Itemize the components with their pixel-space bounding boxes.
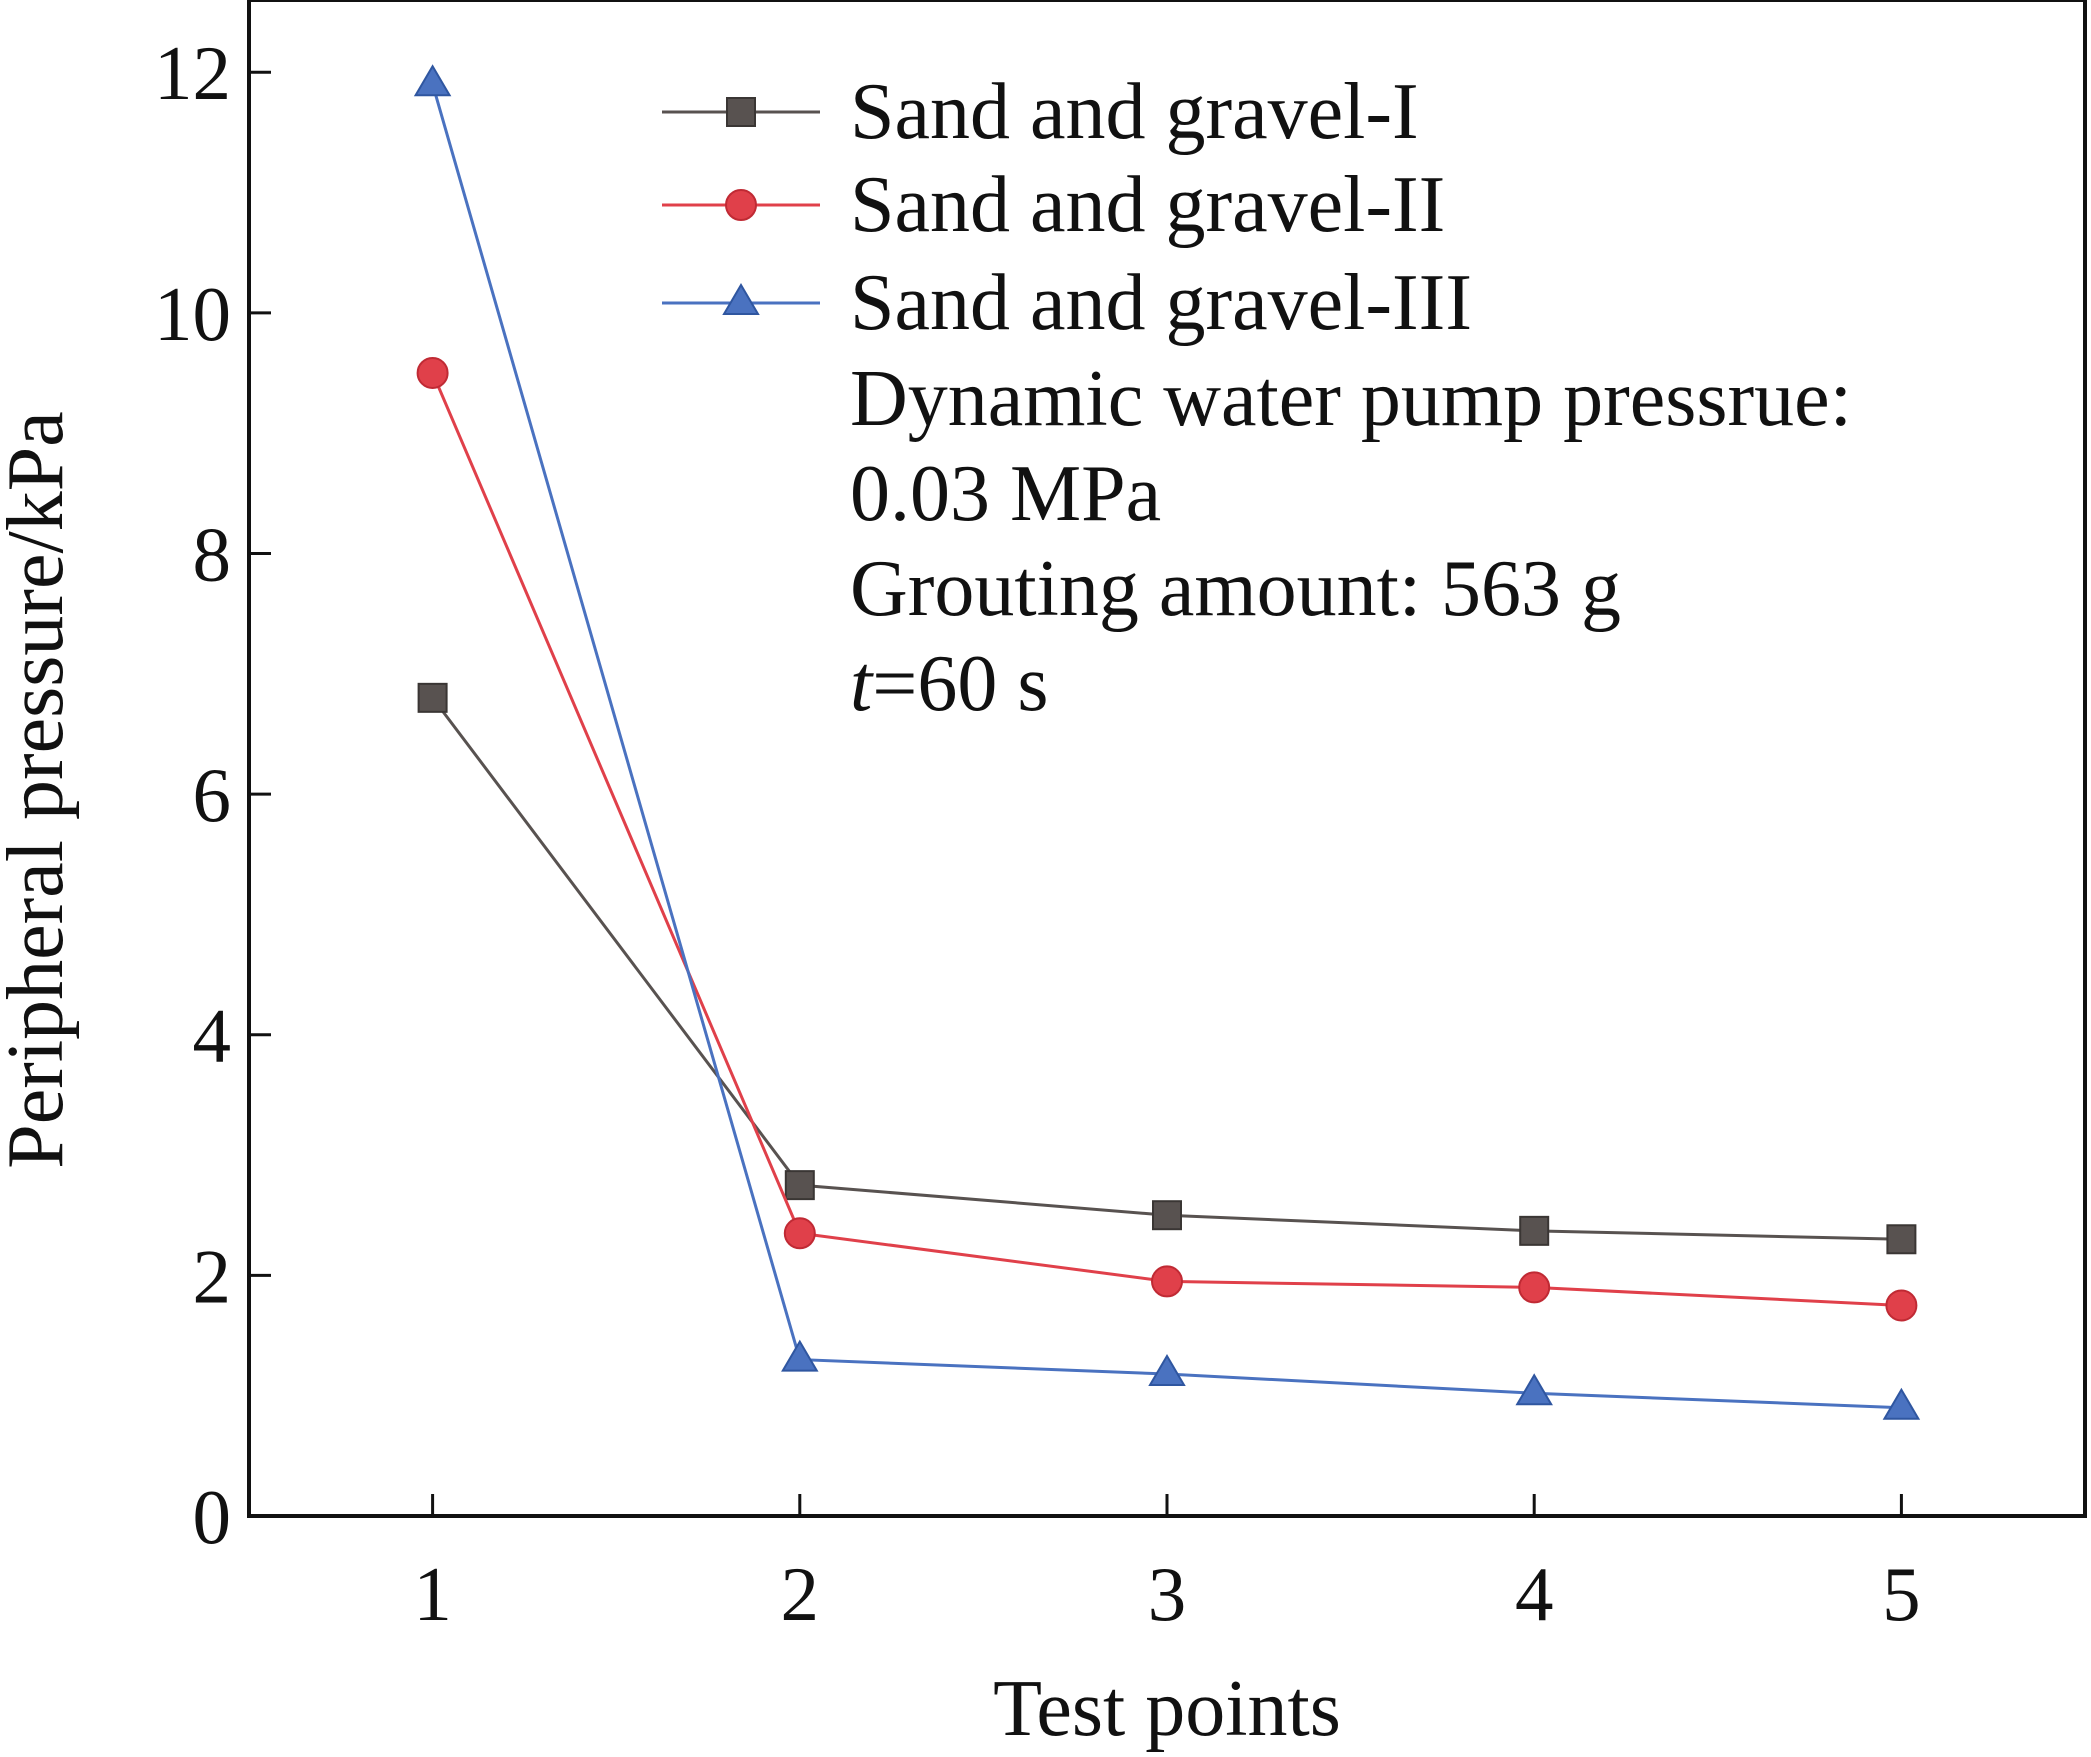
x-tick-label: 4: [1515, 1551, 1554, 1637]
data-point-square: [417, 682, 448, 713]
y-tick-label: 4: [193, 993, 232, 1079]
y-axis-label: Peripheral pressure/kPa: [0, 411, 80, 1169]
y-tick-label: 6: [193, 752, 232, 838]
annotation-time-variable: t: [850, 640, 874, 728]
y-tick-label: 10: [154, 271, 231, 357]
annotation-time: t=60 s: [850, 640, 1048, 728]
data-point-circle: [1151, 1265, 1183, 1298]
series-line-2: [431, 372, 1902, 1307]
legend-item-sand-gravel-i: Sand and gravel-I: [662, 68, 1419, 156]
series-line-1: [431, 696, 1902, 1241]
x-axis-label: Test points: [993, 1665, 1341, 1753]
legend-label-sand-gravel-ii: Sand and gravel-II: [850, 161, 1445, 249]
y-tick-label: 8: [193, 511, 232, 597]
data-point-square: [1886, 1224, 1917, 1255]
legend-marker-triangle: [722, 283, 760, 315]
y-tick-label: 2: [193, 1233, 232, 1319]
data-point-circle: [416, 356, 449, 389]
data-point-triangle: [1515, 1373, 1553, 1406]
legend-marker-circle: [725, 189, 757, 221]
annotation-pump-pressure-value: 0.03 MPa: [850, 450, 1161, 538]
legend-marker-square: [726, 97, 756, 127]
data-point-triangle: [781, 1339, 819, 1372]
x-tick-label: 5: [1882, 1551, 1921, 1637]
legend-label-sand-gravel-iii: Sand and gravel-III: [850, 259, 1472, 347]
x-axis-ticks: 1 2 3 4 5: [413, 1494, 1921, 1637]
y-axis-ticks: 0 2 4 6 8 10 12: [154, 30, 271, 1560]
data-point-triangle: [1148, 1354, 1186, 1387]
y-tick-label: 0: [193, 1474, 232, 1560]
legend-label-sand-gravel-i: Sand and gravel-I: [850, 68, 1419, 156]
data-point-square: [1519, 1215, 1550, 1246]
legend-item-sand-gravel-iii: Sand and gravel-III: [662, 259, 1472, 347]
x-tick-label: 2: [781, 1551, 820, 1637]
x-tick-label: 3: [1148, 1551, 1187, 1637]
data-point-circle: [1885, 1289, 1918, 1322]
data-point-square: [1152, 1200, 1182, 1231]
annotation-grouting-amount: Grouting amount: 563 g: [850, 545, 1621, 633]
data-point-circle: [783, 1217, 816, 1250]
legend-item-sand-gravel-ii: Sand and gravel-II: [662, 161, 1445, 249]
data-point-triangle: [413, 64, 452, 97]
y-tick-label: 12: [154, 30, 231, 116]
data-point-square: [784, 1170, 815, 1201]
data-point-circle: [1518, 1271, 1551, 1304]
annotation-block: Dynamic water pump pressrue: 0.03 MPa Gr…: [850, 355, 1852, 728]
series-layer: [413, 64, 1921, 1420]
annotation-time-value: =60 s: [872, 640, 1048, 728]
legend: Sand and gravel-I Sand and gravel-II San…: [662, 68, 1472, 347]
annotation-pump-pressure-label: Dynamic water pump pressrue:: [850, 355, 1852, 443]
data-point-triangle: [1882, 1387, 1921, 1420]
x-tick-label: 1: [413, 1551, 452, 1637]
